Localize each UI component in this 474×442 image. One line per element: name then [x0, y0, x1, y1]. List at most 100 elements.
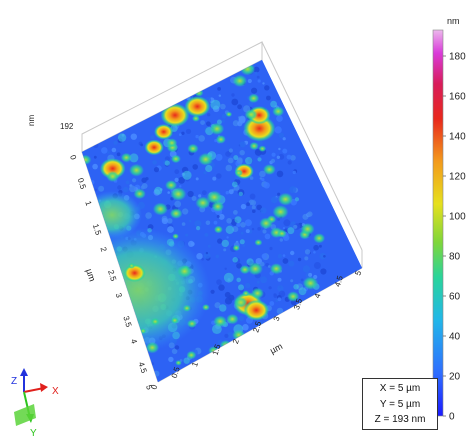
surface-grain: [181, 131, 185, 135]
surface-grain: [232, 120, 239, 127]
surface-cyan-grain: [293, 284, 299, 290]
colorbar-tick-label: 120: [449, 172, 466, 183]
y-axis-tick-label: 2: [98, 246, 108, 254]
surface-grain: [257, 227, 261, 231]
surface-grain: [274, 126, 282, 134]
surface-grain: [302, 265, 310, 273]
orientation-z-arrowhead: [20, 368, 28, 376]
surface-grain: [277, 277, 282, 282]
surface-bump: [251, 287, 264, 299]
surface-grain: [213, 220, 218, 225]
surface-grain: [282, 254, 286, 257]
surface-grain: [271, 196, 278, 204]
surface-grain: [98, 185, 105, 192]
surface-cyan-grain: [298, 287, 307, 296]
scan-size-z: Z = 193 nm: [374, 414, 426, 425]
surface-grain: [198, 194, 202, 198]
surface-grain: [256, 280, 260, 284]
surface-grain: [224, 333, 229, 338]
surface-grain: [263, 182, 270, 189]
surface-grain: [212, 176, 217, 181]
surface-bump: [247, 262, 263, 276]
surface-grain: [204, 233, 209, 237]
surface-peak: [123, 263, 146, 283]
x-axis-tick-label: 1.5: [211, 343, 223, 357]
surface-grain: [259, 177, 262, 180]
surface-bump: [198, 153, 214, 166]
surface-grain: [93, 155, 97, 159]
surface-grain: [178, 133, 182, 137]
surface-bump: [239, 265, 251, 275]
surface-grain: [313, 251, 316, 254]
surface-cyan-grain: [221, 239, 229, 248]
surface-grain: [292, 170, 296, 175]
surface-grain: [194, 220, 202, 228]
colorbar-unit: nm: [447, 16, 460, 26]
surface-cyan-grain: [225, 225, 234, 234]
surface-cyan-grain: [154, 186, 163, 195]
surface-grain: [107, 151, 110, 154]
surface-grain: [152, 160, 157, 165]
colorbar-tick-label: 80: [449, 252, 461, 263]
surface-cyan-grain: [219, 304, 227, 312]
surface-grain: [225, 191, 229, 195]
surface-grain: [92, 163, 98, 170]
surface-grain: [221, 119, 225, 123]
surface-grain: [304, 249, 311, 255]
y-axis-tick-label: 1.5: [91, 223, 103, 237]
surface-cyan-grain: [238, 284, 244, 291]
surface-grain: [200, 120, 206, 125]
surface-bump: [106, 171, 120, 182]
x-axis-tick-label: 2: [231, 337, 241, 345]
surface-grain: [101, 147, 108, 154]
surface-grain: [161, 217, 169, 225]
surface-cyan-grain: [239, 239, 245, 245]
x-axis-tick-label: 2.5: [251, 320, 263, 334]
surface-bump: [263, 164, 276, 175]
surface-bump: [225, 111, 233, 118]
surface-bump: [214, 225, 223, 234]
surface-grain: [226, 236, 229, 239]
surface-grain: [251, 205, 256, 210]
surface-bump: [172, 233, 179, 240]
surface-grain: [94, 188, 98, 192]
surface-bump: [209, 122, 225, 135]
surface-grain: [179, 185, 182, 188]
surface-bump: [145, 341, 160, 354]
surface-grain: [178, 177, 185, 184]
z-axis-unit: nm: [27, 115, 36, 126]
surface-bump: [192, 115, 200, 122]
surface-grain: [278, 147, 281, 151]
surface-grain: [167, 191, 170, 194]
x-axis-tick-label: 3.5: [292, 297, 304, 311]
surface-grain: [195, 177, 199, 181]
surface-grain: [130, 133, 137, 140]
surface-grain: [290, 279, 294, 283]
surface-grain: [320, 268, 327, 275]
surface-peak: [99, 158, 126, 180]
surface-grain: [320, 254, 324, 258]
surface-bump: [170, 187, 187, 201]
y-axis-tick-label: 3.5: [121, 315, 133, 329]
surface-grain: [207, 244, 211, 248]
surface-grain: [238, 315, 245, 322]
surface-bump: [300, 223, 315, 235]
surface-grain: [190, 242, 195, 246]
surface-grain: [304, 256, 309, 261]
colorbar-tick-label: 100: [449, 212, 466, 223]
scan-size-y: Y = 5 µm: [379, 398, 421, 410]
surface-cyan-grain: [231, 181, 238, 188]
surface-grain: [228, 189, 234, 195]
surface-bump: [272, 205, 289, 219]
surface-grain: [214, 302, 221, 309]
surface-cyan-grain: [257, 157, 262, 162]
surface-grain: [249, 193, 256, 200]
surface-bump: [234, 169, 243, 177]
surface-grain: [145, 212, 152, 219]
surface-grain: [254, 71, 258, 75]
surface-grain: [225, 164, 233, 172]
surface-grain: [150, 135, 155, 140]
surface-bump: [139, 328, 147, 334]
surface-grain: [276, 115, 283, 122]
surface-grain: [227, 332, 234, 339]
